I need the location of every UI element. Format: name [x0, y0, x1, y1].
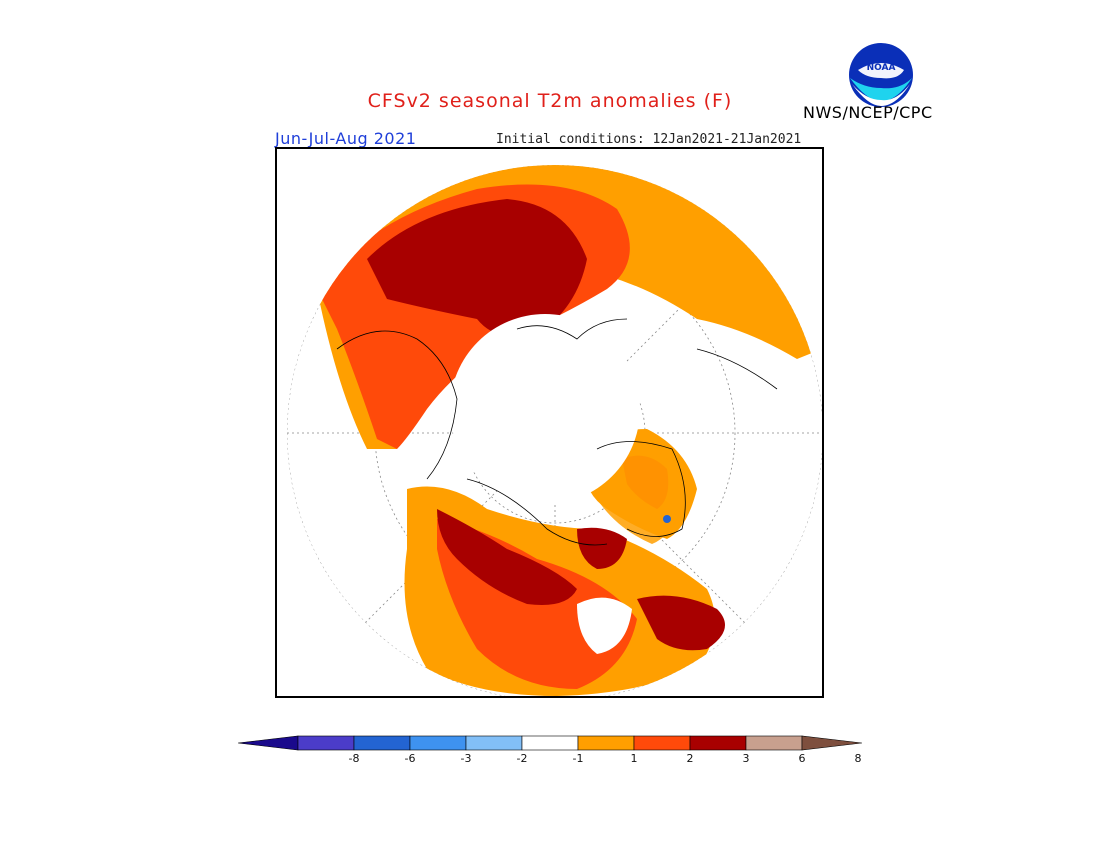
initial-conditions: Initial conditions: 12Jan2021-21Jan2021: [496, 132, 802, 147]
colorbar-box: [633, 735, 691, 751]
colorbar-arrow-high: [801, 735, 862, 751]
polar-map: [275, 147, 824, 698]
colorbar-tick-label: 1: [630, 752, 638, 765]
colorbar-arrow-low: [238, 735, 299, 751]
colorbar-box: [577, 735, 635, 751]
map-title: CFSv2 seasonal T2m anomalies (F): [367, 90, 733, 112]
colorbar-box: [745, 735, 803, 751]
colorbar-tick-label: -3: [460, 752, 472, 765]
quebec-darkred-region: [637, 595, 725, 651]
agency-label: NWS/NCEP/CPC: [803, 103, 933, 122]
siberia-darkred-region: [367, 199, 587, 337]
colorbar-tick-label: 6: [798, 752, 806, 765]
colorbar-box: [689, 735, 747, 751]
colorbar-box: [465, 735, 523, 751]
colorbar-box: [353, 735, 411, 751]
colorbar-tick-label: 3: [742, 752, 750, 765]
colorbar-tick-label: -2: [516, 752, 528, 765]
colorbar-tick-label: -6: [404, 752, 416, 765]
svg-text:NOAA: NOAA: [867, 63, 896, 73]
colorbar-box: [521, 735, 579, 751]
colorbar-tick-label: -8: [348, 752, 360, 765]
colorbar: [238, 735, 862, 751]
colorbar-tick-label: -1: [572, 752, 584, 765]
canada-darkred-region: [437, 509, 577, 605]
colorbar-tick-label: 2: [686, 752, 694, 765]
colorbar-box: [409, 735, 467, 751]
colorbar-box: [297, 735, 355, 751]
colorbar-tick-label: 8: [854, 752, 862, 765]
forecast-period: Jun-Jul-Aug 2021: [275, 129, 417, 148]
polar-map-svg: [287, 165, 822, 696]
noaa-logo: NOAA: [849, 43, 913, 107]
